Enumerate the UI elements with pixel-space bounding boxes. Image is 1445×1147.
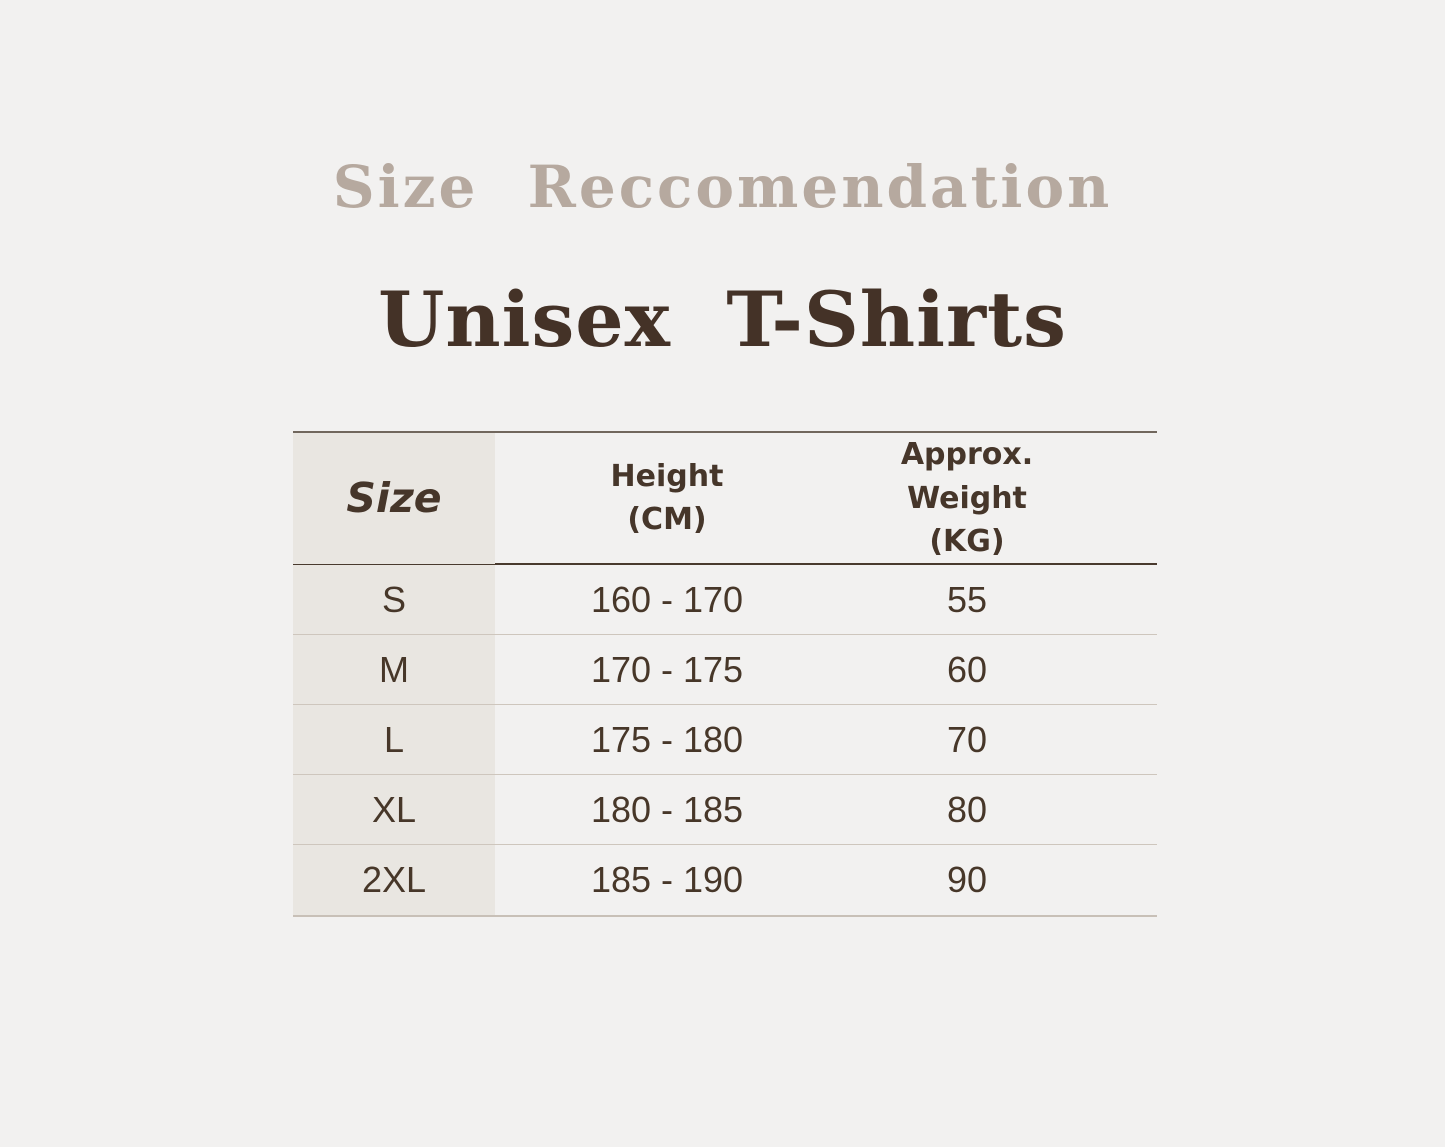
cell-size: 2XL bbox=[293, 845, 495, 915]
cell-size: M bbox=[293, 635, 495, 704]
cell-weight: 80 bbox=[946, 788, 988, 830]
row-spacer bbox=[1095, 775, 1157, 844]
column-header-weight-unit: (KG) bbox=[929, 524, 1005, 559]
table-row: L 175 - 180 70 bbox=[293, 705, 1157, 775]
table-header-row: Size Height (CM) Approx. Weight (KG) bbox=[293, 433, 1157, 565]
cell-weight: 90 bbox=[946, 859, 988, 900]
column-header-weight-label: Approx. Weight bbox=[900, 437, 1034, 516]
size-table: Size Height (CM) Approx. Weight (KG) S 1… bbox=[293, 431, 1157, 917]
table-body: S 160 - 170 55 M 170 - 175 60 L 175 - 18… bbox=[293, 565, 1157, 915]
row-spacer bbox=[1095, 705, 1157, 774]
column-header-height-unit: (CM) bbox=[627, 502, 707, 538]
cell-height: 185 - 190 bbox=[590, 859, 744, 900]
cell-height: 170 - 175 bbox=[590, 648, 744, 690]
row-spacer bbox=[1095, 565, 1157, 634]
column-header-size: Size bbox=[293, 433, 495, 564]
column-header-height: Height (CM) bbox=[495, 433, 839, 564]
column-header-height-label: Height bbox=[610, 458, 724, 494]
cell-weight: 70 bbox=[946, 718, 988, 760]
cell-size: L bbox=[293, 705, 495, 774]
page-subtitle: Size Reccomendation bbox=[332, 153, 1113, 221]
table-row: XL 180 - 185 80 bbox=[293, 775, 1157, 845]
cell-height: 175 - 180 bbox=[590, 718, 744, 760]
cell-size: XL bbox=[293, 775, 495, 844]
cell-size: S bbox=[293, 565, 495, 634]
table-row: 2XL 185 - 190 90 bbox=[293, 845, 1157, 915]
cell-height: 180 - 185 bbox=[590, 788, 744, 830]
row-spacer bbox=[1095, 845, 1157, 915]
page-title: Unisex T-Shirts bbox=[378, 275, 1067, 364]
cell-height: 160 - 170 bbox=[590, 578, 744, 620]
cell-weight: 60 bbox=[946, 648, 988, 690]
column-header-weight: Approx. Weight (KG) bbox=[839, 433, 1095, 564]
header-spacer bbox=[1095, 433, 1157, 564]
row-spacer bbox=[1095, 635, 1157, 704]
cell-weight: 55 bbox=[946, 578, 988, 620]
table-row: M 170 - 175 60 bbox=[293, 635, 1157, 705]
table-row: S 160 - 170 55 bbox=[293, 565, 1157, 635]
